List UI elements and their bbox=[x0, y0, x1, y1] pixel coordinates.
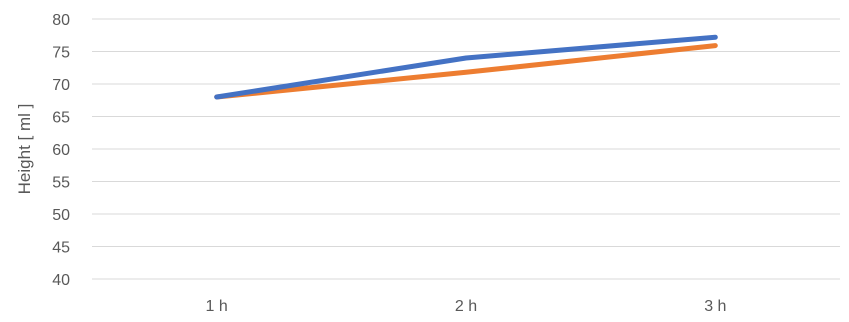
y-tick-label: 45 bbox=[52, 240, 70, 257]
x-tick-label: 2 h bbox=[455, 298, 477, 315]
y-tick-label: 75 bbox=[52, 45, 70, 62]
y-tick-label: 65 bbox=[52, 110, 70, 127]
y-tick-label: 55 bbox=[52, 175, 70, 192]
series-line-2 bbox=[214, 43, 718, 100]
y-axis-title: Height [ ml ] bbox=[15, 104, 34, 195]
y-tick-label: 50 bbox=[52, 207, 70, 224]
gridlines bbox=[92, 18, 840, 280]
y-tick-label: 80 bbox=[52, 12, 70, 29]
y-tick-label: 40 bbox=[52, 272, 70, 289]
x-axis-ticks: 1 h 2 h 3 h bbox=[206, 298, 727, 315]
y-axis-ticks: 40 45 50 55 60 65 70 75 80 bbox=[52, 12, 70, 289]
series-line-1 bbox=[214, 34, 718, 100]
x-tick-label: 1 h bbox=[206, 298, 228, 315]
y-tick-label: 70 bbox=[52, 77, 70, 94]
series-lines bbox=[214, 34, 718, 100]
y-tick-label: 60 bbox=[52, 142, 70, 159]
x-tick-label: 3 h bbox=[704, 298, 726, 315]
